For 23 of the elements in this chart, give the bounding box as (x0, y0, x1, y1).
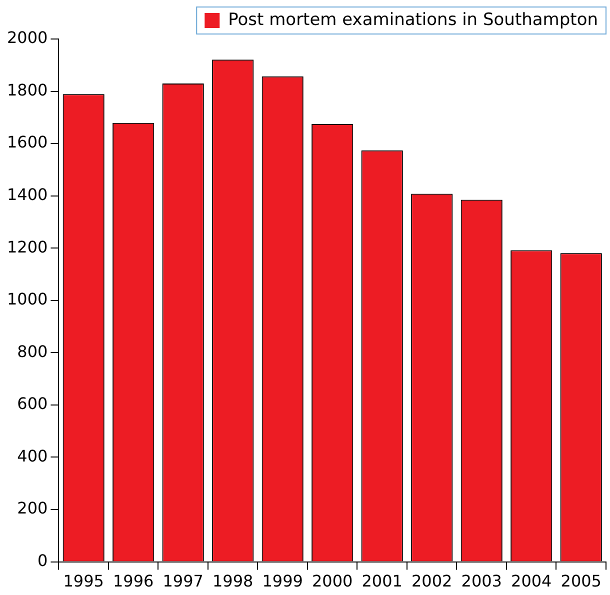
x-tick-label: 1996 (112, 572, 154, 591)
x-tick-label: 2002 (412, 572, 452, 591)
x-tick-label: 1999 (262, 572, 303, 591)
y-tick-label: 2000 (7, 28, 48, 48)
x-tick-label: 2001 (362, 572, 402, 591)
x-tick-label: 2004 (511, 572, 552, 591)
y-tick-label: 0 (38, 550, 48, 570)
y-tick-label: 1800 (7, 80, 48, 100)
x-tick-label: 1998 (212, 572, 254, 591)
legend-label: Post mortem examinations in Southampton (228, 10, 598, 30)
y-tick-label: 1000 (7, 290, 48, 309)
y-tick-label: 1400 (7, 184, 48, 204)
x-tick-label: 1997 (162, 572, 204, 591)
y-tick-label: 800 (17, 342, 48, 361)
x-tick-label: 2005 (560, 572, 602, 591)
y-tick-label: 200 (17, 498, 48, 518)
x-tick-label: 1995 (63, 572, 104, 591)
y-tick-label: 600 (17, 394, 48, 414)
y-tick-label: 1200 (7, 237, 48, 256)
x-tick-label: 2003 (461, 572, 502, 591)
y-tick-label: 1600 (7, 132, 48, 152)
x-tick-label: 2000 (312, 572, 353, 591)
y-tick-label: 400 (17, 446, 48, 466)
